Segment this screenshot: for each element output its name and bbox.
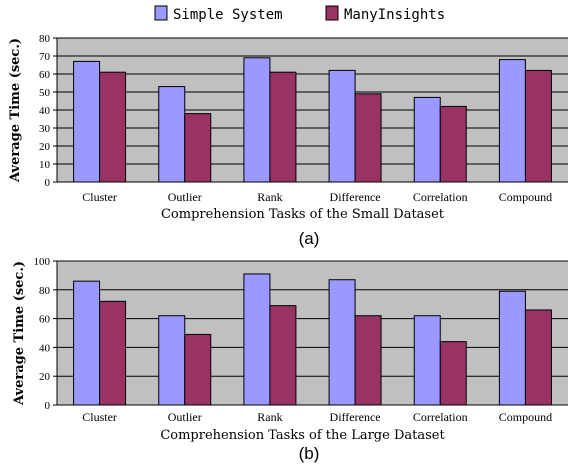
bar-simple-system-cluster	[73, 280, 101, 406]
y-tick-label: 60	[39, 314, 51, 326]
y-tick-label: 10	[39, 159, 51, 171]
bar-simple-system-cluster	[73, 60, 101, 183]
bar-simple-system-difference	[328, 279, 356, 406]
y-tick-label: 80	[39, 285, 51, 297]
y-tick-label: 50	[39, 87, 51, 99]
bar-simple-system-rank	[243, 273, 271, 406]
plot-area	[57, 261, 568, 405]
bar-simple-system-compound	[498, 59, 526, 183]
bar-manyinsights-difference	[354, 315, 382, 406]
bar-simple-system-rank	[243, 57, 271, 183]
bar-simple-system-outlier	[158, 86, 186, 183]
legend-label-manyinsights: ManyInsights	[344, 7, 445, 23]
x-tick-label: Cluster	[82, 410, 117, 424]
x-axis-label: Comprehension Tasks of the Small Dataset	[161, 207, 445, 222]
legend: Simple System ManyInsights	[154, 5, 445, 23]
bar-manyinsights-compound	[524, 69, 552, 183]
bar-manyinsights-correlation	[439, 341, 467, 406]
y-tick-label: 20	[39, 141, 51, 153]
x-tick-label: Rank	[257, 190, 282, 204]
y-tick-label: 0	[45, 400, 51, 412]
y-axis-label: Average Time (sec.)	[12, 261, 27, 406]
x-tick-label: Difference	[330, 190, 381, 204]
bar-simple-system-outlier	[158, 315, 186, 406]
x-tick-label: Correlation	[413, 410, 468, 424]
x-tick-label: Outlier	[168, 410, 202, 424]
y-tick-label: 40	[39, 105, 51, 117]
y-tick-label: 40	[39, 342, 51, 354]
bar-manyinsights-outlier	[184, 333, 212, 406]
x-tick-label: Compound	[499, 190, 552, 204]
bar-simple-system-difference	[328, 69, 356, 183]
bar-simple-system-correlation	[413, 96, 441, 183]
y-tick-label: 70	[39, 51, 51, 63]
bar-simple-system-compound	[498, 290, 526, 406]
panel-label: (a)	[299, 229, 320, 248]
legend-swatch-simple-system	[154, 5, 168, 21]
y-tick-label: 30	[39, 123, 51, 135]
bar-simple-system-correlation	[413, 315, 441, 406]
x-tick-label: Difference	[330, 410, 381, 424]
x-axis-label: Comprehension Tasks of the Large Dataset	[160, 428, 445, 443]
bar-manyinsights-compound	[524, 309, 552, 406]
bar-manyinsights-outlier	[184, 113, 212, 183]
chart-small-dataset: 0 10 20 30 40 50 60 70 80 Cluster Outlier Rank Diffe…	[8, 33, 568, 248]
bar-manyinsights-cluster	[99, 300, 127, 406]
y-tick-label: 20	[39, 371, 51, 383]
y-axis-label: Average Time (sec.)	[8, 38, 23, 183]
y-tick-label: 100	[34, 256, 51, 268]
x-tick-label: Outlier	[168, 190, 202, 204]
bar-manyinsights-cluster	[99, 71, 127, 183]
y-tick-label: 80	[39, 33, 51, 45]
x-tick-label: Rank	[257, 410, 282, 424]
y-tick-label: 60	[39, 69, 51, 81]
x-tick-label: Compound	[499, 410, 552, 424]
chart-large-dataset: 0 20 40 60 80 100 Cluster Outlier Rank Difference…	[12, 256, 568, 463]
panel-label: (b)	[299, 444, 320, 463]
x-tick-label: Cluster	[82, 190, 117, 204]
legend-swatch-manyinsights	[325, 5, 339, 21]
bar-manyinsights-rank	[269, 305, 297, 406]
bar-manyinsights-correlation	[439, 105, 467, 183]
bar-manyinsights-difference	[354, 93, 382, 183]
bar-manyinsights-rank	[269, 71, 297, 183]
y-tick-label: 0	[45, 177, 51, 189]
x-tick-label: Correlation	[413, 190, 468, 204]
legend-label-simple-system: Simple System	[173, 7, 283, 23]
